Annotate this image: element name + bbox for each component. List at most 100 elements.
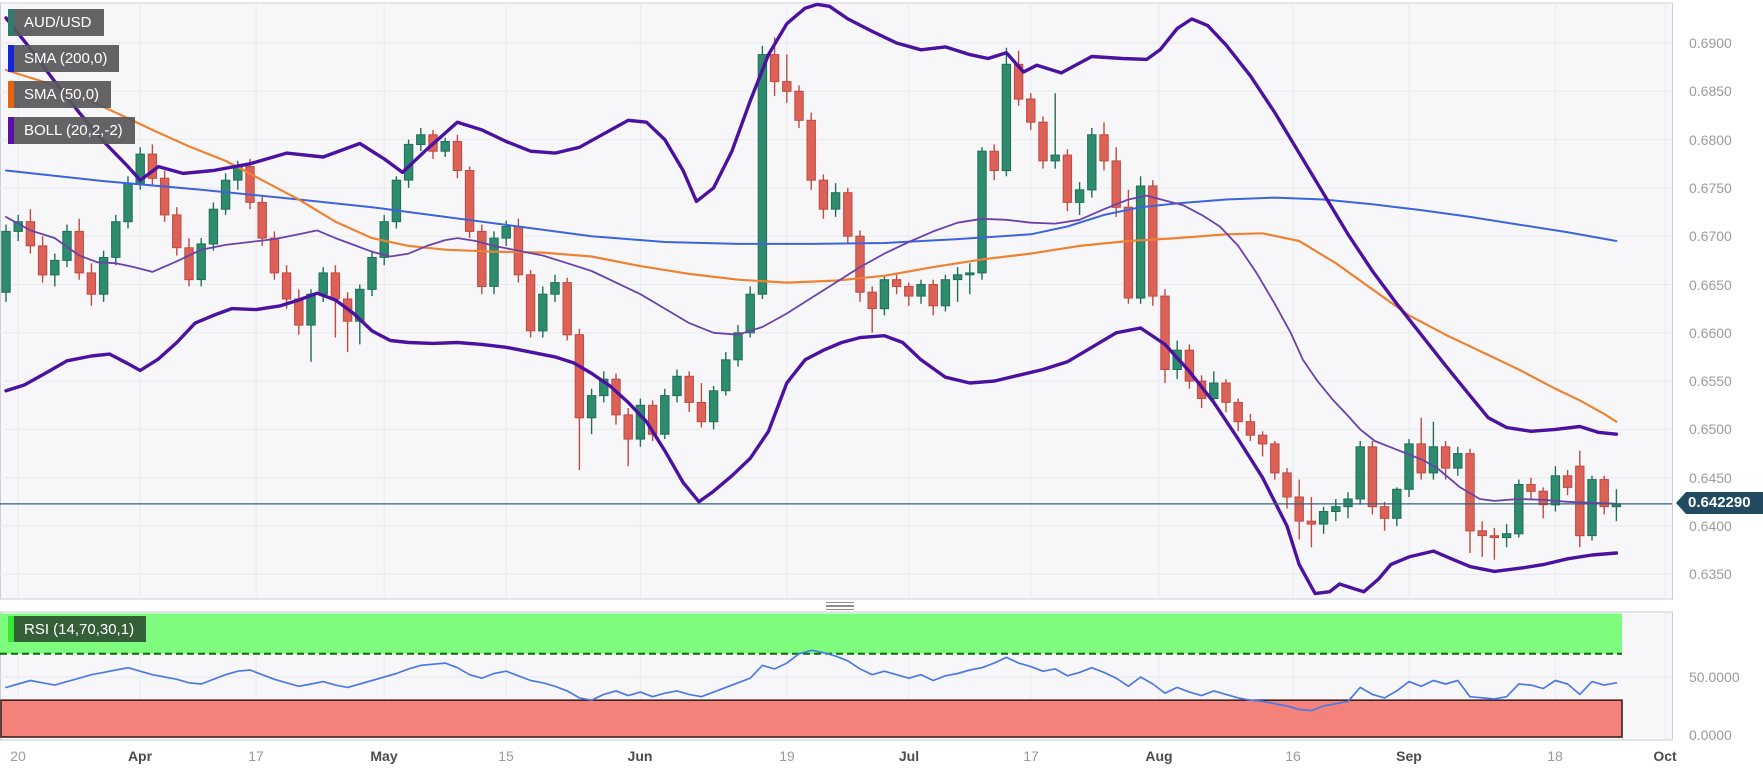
candle-body-down	[611, 378, 621, 416]
candle-body-down	[525, 274, 536, 332]
splitter-grip-icon	[826, 605, 854, 607]
candle-body-down	[1245, 421, 1256, 436]
price-axis-label: 0.6400	[1689, 518, 1732, 534]
candle-body-down	[769, 54, 780, 83]
candle-body-down	[806, 119, 816, 181]
candle-body-up	[635, 404, 646, 440]
price-axis-label: 0.6550	[1689, 373, 1732, 389]
candle-body-up	[1343, 498, 1353, 508]
splitter-grip-icon	[826, 602, 854, 604]
candle-body-up	[50, 259, 60, 276]
price-tag-arrow-icon	[1676, 492, 1686, 514]
rsi-oversold-band	[0, 699, 1623, 738]
price-axis-label: 0.6450	[1689, 470, 1732, 486]
candle-body-down	[172, 214, 182, 249]
audusd-series-color-swatch	[8, 9, 14, 36]
candle-body-down	[684, 375, 694, 403]
rsi-axis-label: 50.0000	[1689, 669, 1740, 685]
time-axis-label: 19	[779, 748, 795, 764]
legend-item-sma50[interactable]: SMA (50,0)	[8, 81, 135, 108]
legend-item-rsi[interactable]: RSI (14,70,30,1)	[8, 616, 147, 642]
candle-body-down	[1026, 98, 1036, 123]
candle-body-up	[1074, 189, 1085, 203]
candle-body-up	[965, 272, 975, 276]
legend-label: SMA (200,0)	[14, 45, 120, 72]
candle-body-down	[1379, 506, 1390, 519]
price-axis-label: 0.6650	[1689, 277, 1732, 293]
time-axis-label: May	[370, 748, 398, 764]
candle-body-down	[74, 230, 84, 274]
candle-body-up	[1587, 479, 1597, 537]
candle-body-up	[98, 257, 109, 295]
candle-body-down	[294, 298, 304, 326]
time-axis-label: Sep	[1396, 748, 1422, 764]
rsi-legend-label: RSI (14,70,30,1)	[14, 616, 147, 642]
candle-body-down	[477, 230, 487, 287]
candle-body-down	[25, 221, 36, 247]
candle-body-up	[672, 375, 682, 397]
candle-body-up	[501, 226, 511, 239]
candle-body-up	[367, 257, 377, 290]
last-price-tag: 0.642290	[1676, 492, 1763, 514]
sma200-line	[5, 169, 1618, 245]
candle-body-up	[708, 390, 719, 423]
candle-body-down	[1367, 446, 1378, 508]
candle-body-down	[1111, 160, 1121, 208]
sma50-line	[4, 68, 1618, 423]
candle-body-down	[1257, 434, 1268, 445]
candle-body-up	[196, 243, 206, 281]
candle-body-up	[1514, 484, 1524, 535]
candle-body-down	[794, 90, 804, 121]
candle-body-up	[318, 272, 328, 295]
legend-item-sma200[interactable]: SMA (200,0)	[8, 45, 135, 72]
rsi-legend: RSI (14,70,30,1)	[8, 616, 147, 642]
candle-body-up	[1209, 382, 1219, 399]
candle-body-down	[989, 150, 999, 171]
legend-label: SMA (50,0)	[14, 81, 112, 108]
candle-body-down	[1526, 484, 1536, 492]
candle-body-up	[1318, 511, 1329, 525]
candle-body-up	[208, 208, 219, 245]
candle-body-down	[891, 279, 902, 288]
candle-body-down	[37, 245, 48, 276]
candle-body-up	[745, 293, 755, 334]
boll-upper-line	[4, 2, 1619, 436]
candle-body-up	[135, 153, 145, 184]
legend-item-boll[interactable]: BOLL (20,2,-2)	[8, 117, 135, 144]
candle-body-down	[159, 177, 170, 216]
candle-body-up	[416, 134, 426, 146]
price-axis-label: 0.6600	[1689, 325, 1732, 341]
pane-splitter[interactable]	[815, 601, 865, 611]
candle-body-up	[1135, 185, 1146, 299]
candle-body-up	[111, 221, 121, 258]
candle-body-down	[1270, 443, 1280, 474]
sma50-series-color-swatch	[8, 81, 14, 108]
time-axis-label: 20	[10, 748, 26, 764]
boll-lower-line	[4, 291, 1619, 596]
price-axis-label: 0.6350	[1689, 566, 1732, 582]
rsi-line	[5, 649, 1618, 712]
candle-body-down	[1294, 496, 1304, 522]
candle-body-down	[904, 285, 914, 297]
candle-body-up	[391, 179, 402, 223]
candle-body-down	[1306, 520, 1317, 525]
time-axis-label: 16	[1285, 748, 1301, 764]
candle-body-down	[782, 81, 792, 92]
candle-body-down	[696, 401, 707, 423]
candle-body-up	[1050, 154, 1060, 162]
candle-body-down	[464, 170, 475, 232]
candle-body-down	[184, 247, 194, 281]
candle-body-down	[1489, 535, 1500, 539]
candle-body-down	[1282, 472, 1292, 498]
candle-body-down	[1233, 401, 1243, 423]
candle-body-up	[538, 293, 548, 332]
candle-body-down	[843, 192, 853, 237]
candle-body-down	[86, 272, 97, 295]
main-legend: AUD/USD SMA (200,0) SMA (50,0) BOLL (20,2,-…	[8, 9, 135, 153]
legend-item-audusd[interactable]: AUD/USD	[8, 9, 135, 36]
candle-body-up	[1453, 453, 1463, 469]
candle-body-up	[660, 395, 670, 435]
candle-body-up	[306, 293, 316, 326]
candle-body-up	[1501, 533, 1512, 539]
